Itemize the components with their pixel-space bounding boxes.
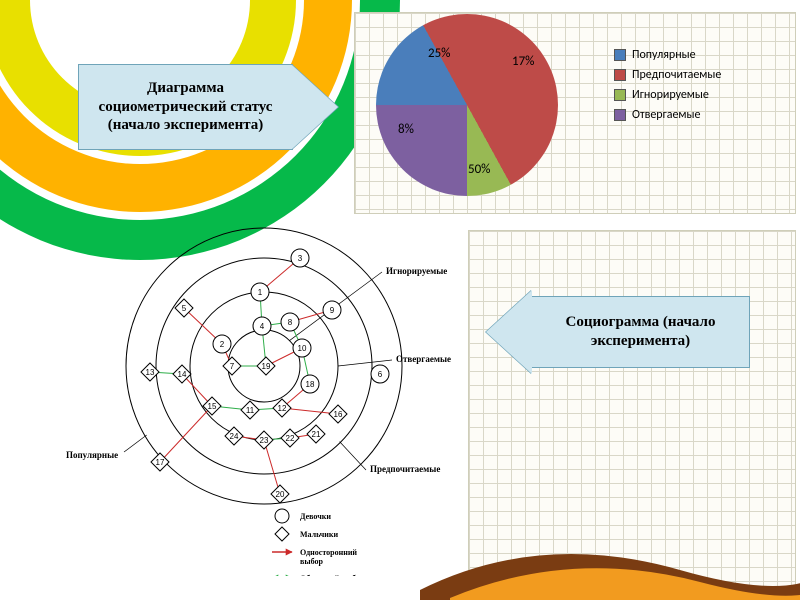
- sociogram-ring-label: Отвергаемые: [396, 354, 451, 364]
- callout-text: Диаграммасоциометрический статус(начало …: [99, 79, 273, 135]
- legend-row: Популярные: [614, 48, 721, 62]
- sociogram-ring-label: Игнорируемые: [386, 266, 447, 276]
- legend-row: Игнорируемые: [614, 88, 721, 102]
- pie-slice-label: 8%: [398, 122, 414, 137]
- pie-slice-label: 25%: [428, 46, 450, 61]
- sociogram-ring-label: Предпочитаемые: [370, 464, 440, 474]
- callout-diagram-title: Диаграммасоциометрический статус(начало …: [78, 64, 338, 150]
- sociogram-ring-labels: Игнорируемые Отвергаемые Предпочитаемые Поп…: [64, 216, 464, 576]
- pie-legend: Популярные Предпочитаемые Игнорируемые Отве…: [614, 48, 721, 128]
- callout-text: Социограмма (началоэксперимента): [566, 313, 716, 351]
- sociogram-ring-label: Популярные: [66, 450, 118, 460]
- grid-panel-bottom-right: [468, 230, 796, 592]
- callout-sociogram-title: Социограмма (началоэксперимента): [486, 296, 750, 368]
- pie-slice-label: 50%: [468, 162, 490, 177]
- slide-stage: 17%50%8%25% ПопулярныеПредпочитаемыеИгно…: [0, 0, 800, 600]
- legend-row: Отвергаемые: [614, 108, 721, 122]
- legend-row: Предпочитаемые: [614, 68, 721, 82]
- pie-slice-label: 17%: [512, 54, 534, 69]
- pie-chart: [376, 14, 558, 196]
